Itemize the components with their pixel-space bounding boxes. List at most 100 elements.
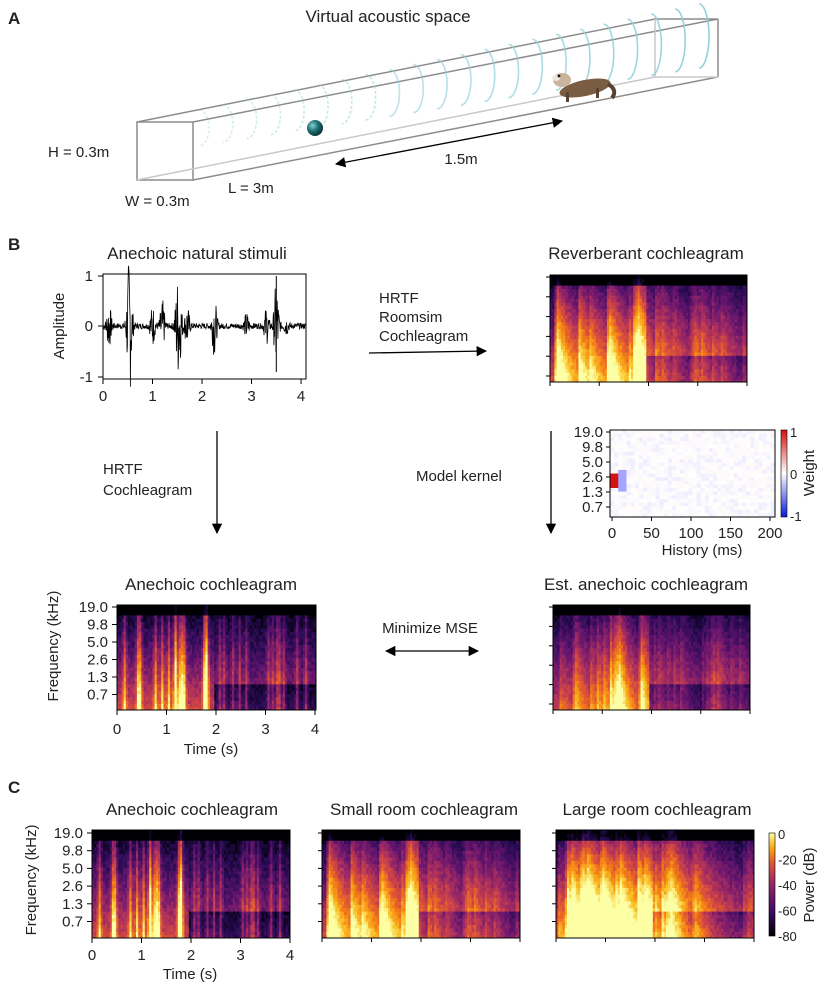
arrow-label-cochleagram-2: Cochleagram <box>103 482 192 499</box>
kernel-yticks: 19.09.85.02.61.30.7 <box>574 424 610 516</box>
anechoic-ytick: 5.0 <box>87 634 108 651</box>
waveform-ytick: 0 <box>85 318 93 335</box>
kernel-ytick: 9.8 <box>582 439 603 456</box>
anechoic-ytick: 1.3 <box>87 669 108 686</box>
anechoic-cochleagram: Anechoic cochleagram 19.09.85.02.61.30.7… <box>45 575 319 758</box>
estimated-title: Est. anechoic cochleagram <box>544 575 748 594</box>
power-colorbar-tick: -40 <box>778 878 797 893</box>
arrow-label-hrtf: HRTF <box>379 290 419 307</box>
weight-colorbar-tick: 1 <box>790 425 797 440</box>
kernel-xtick: 0 <box>608 525 616 542</box>
kernel-xticks: 0 50 100 150 200 <box>608 517 783 542</box>
anechoic-xtick: 4 <box>311 721 319 738</box>
height-label: H = 0.3m <box>48 144 109 161</box>
kernel-xtick: 150 <box>718 525 743 542</box>
kernel-xtick: 50 <box>643 525 660 542</box>
panel-c-xtick: 1 <box>137 947 145 964</box>
waveform-yticks: 1 0 -1 <box>80 268 103 386</box>
waveform-xticks: 0 1 2 3 4 <box>99 379 305 405</box>
anechoic-ytick: 0.7 <box>87 687 108 704</box>
small-room-heatmap <box>322 830 520 938</box>
waveform-xtick: 2 <box>198 388 206 405</box>
power-colorbar-tick: -60 <box>778 904 797 919</box>
panel-c-time-label: Time (s) <box>163 966 217 983</box>
reverberant-title: Reverberant cochleagram <box>548 244 744 263</box>
arrow-to-reverberant: HRTF Roomsim Cochleagram <box>368 290 488 357</box>
panel-c-title-small-room: Small room cochleagram <box>330 800 518 819</box>
arrow-label-hrtf-2: HRTF <box>103 461 143 478</box>
panel-c-ytick: 19.0 <box>54 825 83 842</box>
power-label: Power (dB) <box>801 847 818 922</box>
power-colorbar-ticks: 0 -20 -40 -60 -80 <box>778 827 797 944</box>
panel-b-letter: B <box>8 235 20 254</box>
panel-c-frequency-label: Frequency (kHz) <box>23 825 40 936</box>
length-label: L = 3m <box>228 180 274 197</box>
panel-a-letter: A <box>8 9 20 28</box>
waveform-plot: Anechoic natural stimuli Amplitude 10-1 … <box>51 244 307 405</box>
acoustic-box <box>136 18 719 181</box>
panel-b: B Anechoic natural stimuli Amplitude 10-… <box>8 235 818 758</box>
ferret-image <box>552 73 617 102</box>
arrow-label-cochleagram: Cochleagram <box>379 328 468 345</box>
sound-source-ball <box>307 120 323 136</box>
anechoic-xtick: 0 <box>113 721 121 738</box>
kernel-ytick: 5.0 <box>582 454 603 471</box>
panel-a-title: Virtual acoustic space <box>305 7 470 26</box>
reverberant-cochleagram: Reverberant cochleagram <box>546 244 748 386</box>
distance-arrow <box>334 117 564 168</box>
mse-label: Minimize MSE <box>382 620 478 637</box>
panel-c-ytick: 9.8 <box>62 843 83 860</box>
waveform-trace <box>102 265 307 387</box>
weight-colorbar <box>780 429 788 518</box>
power-colorbar-tick: -80 <box>778 929 797 944</box>
panel-a: A Virtual acoustic space 1.5m <box>8 3 719 210</box>
waveform-xtick: 3 <box>247 388 255 405</box>
arrow-label-roomsim: Roomsim <box>379 309 442 326</box>
anechoic-ytick: 2.6 <box>87 652 108 669</box>
kernel-ytick: 19.0 <box>574 424 603 441</box>
anechoic-ytick: 19.0 <box>79 599 108 616</box>
reverberant-ticks <box>546 276 748 386</box>
panel-c-ytick: 2.6 <box>62 878 83 895</box>
amplitude-axis-label: Amplitude <box>51 293 68 360</box>
mse-arrow: Minimize MSE <box>382 620 480 657</box>
panel-c-letter: C <box>8 778 20 797</box>
reverberant-heatmap <box>550 275 747 382</box>
weight-colorbar-tick: -1 <box>790 509 802 524</box>
estimated-ticks <box>549 606 751 714</box>
kernel-ytick: 2.6 <box>582 469 603 486</box>
frequency-axis-label: Frequency (kHz) <box>45 591 62 702</box>
panel-c: C Anechoic cochleagram Small room cochle… <box>8 778 818 983</box>
waveform-xtick: 0 <box>99 388 107 405</box>
large-room-heatmap <box>556 830 754 938</box>
arrow-model-kernel: Model kernel <box>416 431 557 535</box>
estimated-heatmap <box>553 605 750 710</box>
kernel-xtick: 100 <box>678 525 703 542</box>
kernel-plot: 19.09.85.02.61.30.7 0 50 100 150 200 History… <box>574 424 818 559</box>
width-label: W = 0.3m <box>125 193 190 210</box>
sound-wavefronts <box>198 3 710 147</box>
weight-label: Weight <box>801 449 818 496</box>
panel-c-yticks: 19.09.85.02.61.30.7 <box>54 825 556 931</box>
time-axis-label: Time (s) <box>184 741 238 758</box>
anechoic-xtick: 1 <box>162 721 170 738</box>
panel-c-xticks: 0 1 2 3 4 <box>88 938 755 964</box>
arrow-to-anechoic: HRTF Cochleagram <box>103 431 223 535</box>
waveform-xtick: 1 <box>148 388 156 405</box>
panel-c-ytick: 1.3 <box>62 896 83 913</box>
anechoic-yticks: 19.09.85.02.61.30.7 <box>79 599 117 704</box>
anechoic-heatmap <box>117 605 316 710</box>
anechoic-heatmap-c <box>92 830 290 938</box>
panel-c-xtick: 0 <box>88 947 96 964</box>
kernel-ytick: 1.3 <box>582 484 603 501</box>
anechoic-xtick: 2 <box>212 721 220 738</box>
anechoic-ytick: 9.8 <box>87 617 108 634</box>
waveform-ytick: -1 <box>80 369 93 386</box>
waveform-xtick: 4 <box>297 388 305 405</box>
panel-c-xtick: 4 <box>286 947 294 964</box>
panel-c-xtick: 2 <box>187 947 195 964</box>
waveform-title: Anechoic natural stimuli <box>107 244 287 263</box>
anechoic-title: Anechoic cochleagram <box>125 575 297 594</box>
panel-c-title-large-room: Large room cochleagram <box>563 800 752 819</box>
